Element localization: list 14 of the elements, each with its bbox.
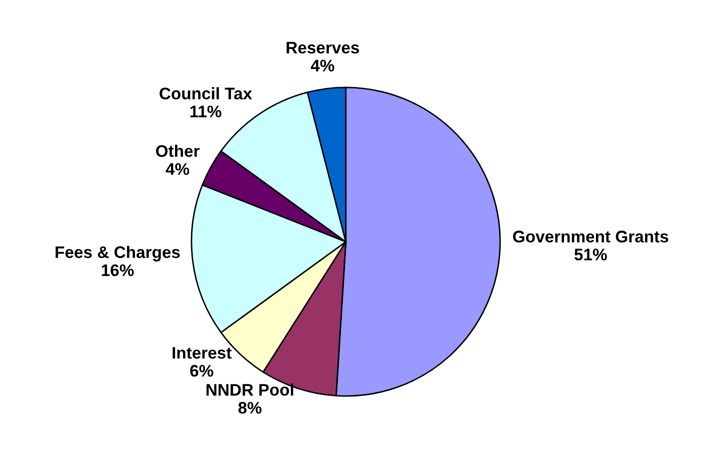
data-label: 8%	[238, 402, 262, 414]
data-label: 4%	[166, 163, 190, 175]
slice-label: NNDR Pool	[206, 383, 294, 396]
data-label: 4%	[310, 60, 334, 72]
slice-label: Other	[156, 144, 200, 157]
slice-label: Reserves	[286, 42, 360, 54]
data-label: 11%	[190, 106, 222, 118]
data-label: 6%	[190, 364, 214, 377]
slice-label: Government Grants	[513, 230, 668, 242]
data-label: 16%	[102, 264, 134, 276]
data-label: 51%	[574, 248, 607, 260]
slice-label: Council Tax	[160, 87, 252, 100]
slice-label: Fees & Charges	[56, 246, 180, 262]
slice-label: Interest	[172, 347, 232, 359]
